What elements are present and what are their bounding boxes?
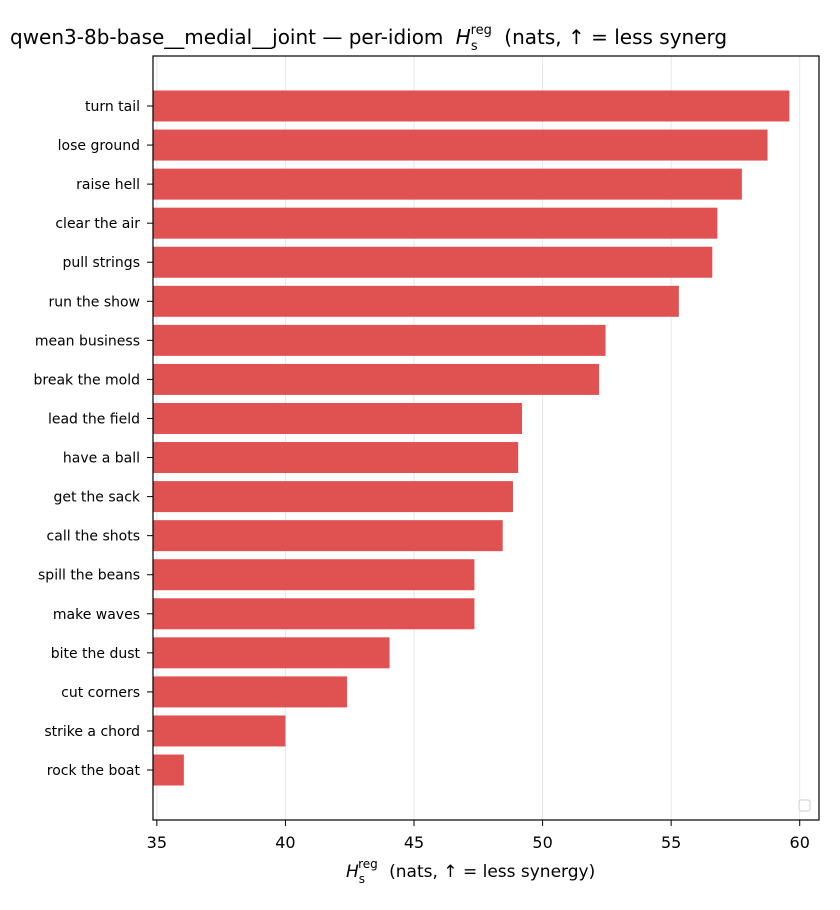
x-ticks: 35 40 45 50 55 60	[147, 820, 810, 852]
legend-box	[798, 799, 811, 812]
y-category-label: pull strings	[63, 255, 140, 271]
bar	[153, 520, 503, 552]
x-tick-label: 55	[661, 833, 681, 852]
y-category-label: run the show	[48, 294, 140, 310]
bar	[153, 637, 390, 669]
bar	[153, 207, 718, 239]
bar	[153, 481, 513, 513]
y-category-label: turn tail	[85, 99, 140, 115]
bar	[153, 324, 606, 356]
chart-title: qwen3-8b-base__medial__joint — per-idiom…	[10, 15, 727, 54]
x-axis-label: Hsreg (nats, ↑ = less synergy)	[346, 853, 595, 886]
y-category-label: rock the boat	[47, 763, 141, 779]
y-categories: turn tail lose ground raise hell clear the …	[34, 99, 153, 779]
bar	[153, 402, 522, 434]
bar	[153, 129, 768, 161]
bar	[153, 90, 790, 122]
y-category-label: mean business	[35, 333, 140, 349]
x-tick-label: 35	[147, 833, 167, 852]
y-category-label: break the mold	[34, 372, 141, 388]
y-category-label: get the sack	[53, 490, 140, 506]
bar	[153, 246, 713, 278]
bar	[153, 754, 184, 786]
y-category-label: raise hell	[76, 177, 140, 193]
plot-frame	[152, 55, 820, 821]
bar	[153, 442, 519, 474]
bar	[153, 598, 475, 630]
bars	[153, 90, 790, 786]
y-category-label: spill the beans	[38, 568, 140, 584]
y-category-label: strike a chord	[44, 724, 140, 740]
x-tick-label: 40	[275, 833, 295, 852]
y-category-label: clear the air	[55, 216, 140, 232]
bar	[153, 559, 475, 591]
y-category-label: call the shots	[47, 529, 140, 545]
y-category-label: have a ball	[63, 451, 140, 467]
y-category-label: make waves	[53, 607, 140, 623]
bar	[153, 285, 679, 317]
bar	[153, 363, 600, 395]
bar	[153, 168, 742, 200]
bar	[153, 676, 348, 708]
x-tick-label: 50	[532, 833, 552, 852]
x-tick-label: 45	[404, 833, 424, 852]
x-tick-label: 60	[790, 833, 810, 852]
bar	[153, 715, 286, 747]
y-category-label: bite the dust	[51, 646, 141, 662]
y-category-label: lose ground	[58, 138, 140, 154]
y-category-label: cut corners	[61, 685, 140, 701]
y-category-label: lead the field	[48, 411, 140, 427]
